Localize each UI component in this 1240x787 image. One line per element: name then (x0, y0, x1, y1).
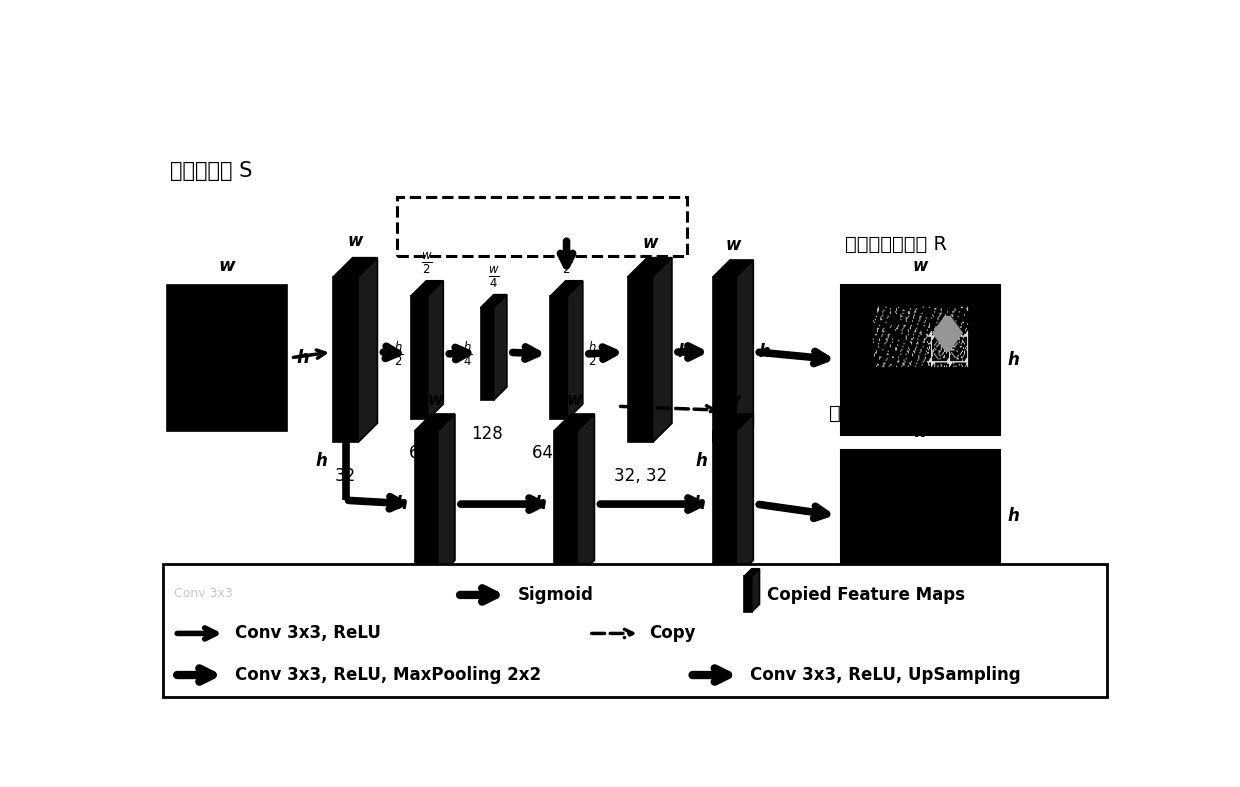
Polygon shape (751, 569, 759, 611)
Text: w: w (913, 423, 928, 441)
Text: 32: 32 (714, 467, 735, 485)
Text: h: h (1007, 351, 1019, 368)
Text: h: h (677, 343, 689, 361)
Bar (162, 564, 1106, 696)
Polygon shape (744, 576, 751, 611)
Text: 32: 32 (335, 467, 356, 485)
Text: Copy: Copy (650, 624, 696, 642)
Text: $\frac{h}{2}$: $\frac{h}{2}$ (393, 340, 403, 368)
Polygon shape (410, 281, 444, 296)
Polygon shape (334, 257, 377, 277)
Text: Conv 3x3, ReLU: Conv 3x3, ReLU (234, 624, 381, 642)
Text: w: w (725, 236, 740, 254)
Text: 128: 128 (471, 425, 503, 443)
Text: h: h (296, 349, 309, 367)
Polygon shape (414, 414, 455, 431)
Polygon shape (494, 294, 507, 400)
Polygon shape (438, 414, 455, 577)
Polygon shape (744, 569, 759, 576)
Text: $\frac{w}{4}$: $\frac{w}{4}$ (487, 264, 500, 290)
Polygon shape (481, 308, 494, 400)
Polygon shape (551, 281, 583, 296)
Text: w: w (913, 257, 928, 275)
Text: $\frac{w}{2}$: $\frac{w}{2}$ (422, 251, 433, 276)
Polygon shape (554, 414, 594, 431)
Text: Sigmoid: Sigmoid (518, 586, 594, 604)
Bar (397, 197, 687, 256)
Text: 32: 32 (556, 602, 577, 620)
Text: w: w (567, 391, 582, 409)
Polygon shape (414, 431, 438, 577)
Polygon shape (481, 294, 507, 308)
Text: 32: 32 (714, 602, 735, 620)
Bar (841, 450, 999, 581)
Polygon shape (428, 281, 444, 419)
Text: w: w (725, 391, 740, 409)
Polygon shape (713, 277, 737, 442)
Text: 分解后的光照图 I: 分解后的光照图 I (830, 404, 924, 423)
Text: h: h (383, 343, 394, 361)
Text: $\frac{h}{4}$: $\frac{h}{4}$ (464, 340, 472, 368)
Polygon shape (578, 414, 594, 577)
Polygon shape (737, 260, 753, 442)
Polygon shape (627, 257, 672, 277)
Text: w: w (347, 232, 363, 250)
Text: w: w (642, 234, 657, 252)
Polygon shape (551, 296, 567, 419)
Polygon shape (627, 277, 652, 442)
Polygon shape (652, 257, 672, 442)
Text: $\frac{h}{2}$: $\frac{h}{2}$ (588, 340, 598, 368)
Text: w: w (218, 257, 236, 275)
Text: Conv 3x3, ReLU, MaxPooling 2x2: Conv 3x3, ReLU, MaxPooling 2x2 (234, 666, 541, 684)
Polygon shape (358, 257, 377, 442)
Polygon shape (737, 414, 753, 577)
Polygon shape (410, 296, 428, 419)
Text: h: h (316, 452, 327, 470)
Bar (841, 285, 999, 434)
Text: h: h (1007, 507, 1019, 525)
Polygon shape (713, 414, 753, 431)
Text: h: h (696, 452, 708, 470)
Text: h: h (693, 495, 706, 513)
Polygon shape (554, 431, 578, 577)
Text: 32: 32 (415, 602, 436, 620)
Text: 64: 64 (409, 444, 430, 462)
Text: h: h (396, 495, 407, 513)
Text: w: w (427, 391, 443, 409)
Bar (166, 285, 286, 431)
Polygon shape (713, 431, 737, 577)
Text: 64, 64: 64, 64 (532, 444, 585, 462)
Polygon shape (713, 260, 753, 277)
Text: h: h (759, 343, 770, 361)
Text: 32, 32: 32, 32 (614, 467, 667, 485)
Text: 低光照图像 S: 低光照图像 S (171, 161, 253, 181)
Text: 分解后的反射图 R: 分解后的反射图 R (844, 235, 947, 254)
Polygon shape (567, 281, 583, 419)
Text: $\frac{w}{2}$: $\frac{w}{2}$ (560, 251, 573, 276)
Text: Copied Feature Maps: Copied Feature Maps (768, 586, 965, 604)
Polygon shape (334, 277, 358, 442)
Text: Conv 3x3: Conv 3x3 (175, 587, 233, 600)
Text: h: h (534, 495, 547, 513)
Text: Conv 3x3, ReLU, UpSampling: Conv 3x3, ReLU, UpSampling (750, 666, 1021, 684)
